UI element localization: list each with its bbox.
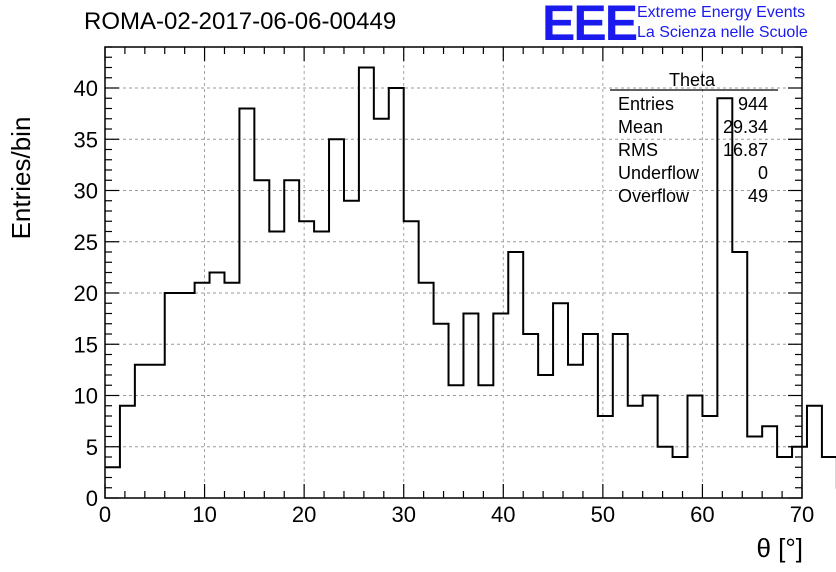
stats-rows: Entries 944 Mean 29.34 RMS 16.87 Underflow 0 Ove…: [618, 94, 768, 206]
histogram-bin: [419, 283, 434, 498]
histogram-bin: [478, 385, 493, 498]
histogram-bin: [120, 406, 135, 498]
y-tick-label: 0: [86, 486, 98, 511]
histogram-bin: [822, 457, 836, 498]
stats-label: Entries: [618, 94, 674, 114]
y-tick-label: 25: [74, 230, 98, 255]
histogram-bin: [807, 406, 822, 498]
histogram-bin: [732, 252, 747, 498]
histogram-bin: [702, 416, 717, 498]
histogram-bin: [344, 201, 359, 498]
histogram-bin: [314, 232, 329, 499]
histogram-series: [105, 66, 836, 499]
histogram-bin: [643, 396, 658, 499]
histogram-bin: [434, 324, 449, 498]
axis-ticks: [104, 46, 803, 499]
histogram-bin: [658, 447, 673, 498]
y-tick-label: 10: [74, 384, 98, 409]
histogram-bin: [195, 283, 210, 498]
stats-label: Mean: [618, 117, 663, 137]
stats-value: 0: [758, 163, 768, 183]
histogram-bin: [792, 447, 807, 498]
stats-label: Overflow: [618, 186, 690, 206]
x-tick-label: 50: [591, 502, 615, 527]
histogram-bin: [180, 293, 195, 498]
x-tick-label: 20: [292, 502, 316, 527]
y-tick-label: 5: [86, 435, 98, 460]
histogram-bin: [165, 293, 180, 498]
histogram-bin: [135, 365, 150, 498]
histogram-bin: [523, 334, 538, 498]
x-tick-labels: 0 10 20 30 40 50 60 70: [99, 502, 814, 527]
histogram-bin: [284, 180, 299, 498]
histogram-bin: [777, 457, 792, 498]
histogram-bin: [254, 180, 269, 498]
histogram-bin: [224, 283, 239, 498]
histogram-bin: [239, 109, 254, 499]
histogram-bin: [538, 375, 553, 498]
histogram-bin: [359, 68, 374, 499]
y-tick-label: 40: [74, 76, 98, 101]
histogram-bin: [568, 365, 583, 498]
grid-lines: [105, 47, 802, 498]
stats-value: 16.87: [723, 140, 768, 160]
histogram-bin: [404, 221, 419, 498]
logo-line-2: La Scienza nelle Scuole: [637, 24, 808, 41]
chart-title: ROMA-02-2017-06-06-00449: [84, 8, 397, 35]
y-tick-label: 20: [74, 281, 98, 306]
y-tick-label: 15: [74, 332, 98, 357]
stats-value: 944: [738, 94, 768, 114]
eee-logo: EEE Extreme Energy Events La Scienza nel…: [540, 0, 836, 51]
histogram-bin: [299, 221, 314, 498]
x-tick-label: 70: [790, 502, 814, 527]
x-tick-label: 60: [690, 502, 714, 527]
histogram-bin: [613, 334, 628, 498]
x-axis-title: θ [°]: [756, 533, 803, 563]
histogram-bin: [673, 457, 688, 498]
x-tick-label: 10: [192, 502, 216, 527]
stats-value: 49: [748, 186, 768, 206]
y-tick-label: 30: [74, 179, 98, 204]
x-tick-label: 30: [391, 502, 415, 527]
x-tick-label: 40: [491, 502, 515, 527]
histogram-bin: [463, 314, 478, 499]
stats-label: RMS: [618, 140, 658, 160]
y-tick-label: 35: [74, 127, 98, 152]
histogram-bin: [150, 365, 165, 498]
histogram-bin: [508, 252, 523, 498]
histogram-bin: [329, 139, 344, 498]
stats-box: Theta Entries 944 Mean 29.34 RMS 16.87 Underfl…: [610, 70, 778, 206]
stats-label: Underflow: [618, 163, 700, 183]
histogram-bin: [747, 437, 762, 499]
histogram-outline: [105, 66, 836, 489]
stats-name: Theta: [669, 70, 716, 90]
histogram-bin: [687, 396, 702, 499]
histogram-bin: [389, 88, 404, 498]
histogram-bin: [553, 303, 568, 498]
logo-line-1: Extreme Energy Events: [637, 4, 806, 21]
histogram-bin: [762, 426, 777, 498]
histogram-bin: [105, 467, 120, 498]
histogram-bin: [628, 406, 643, 498]
histogram-bin: [449, 385, 464, 498]
histogram-bin: [210, 273, 225, 499]
y-axis-title: Entries/bin: [6, 117, 36, 240]
stats-value: 29.34: [723, 117, 768, 137]
histogram-bin: [374, 119, 389, 498]
histogram-bin: [583, 334, 598, 498]
y-tick-labels: 0 5 10 15 20 25 30 35 40: [74, 76, 98, 511]
histogram-bin: [269, 232, 284, 499]
histogram-bin: [598, 416, 613, 498]
x-tick-label: 0: [99, 502, 111, 527]
histogram-bin: [493, 314, 508, 499]
logo-mark: EEE: [542, 0, 638, 51]
